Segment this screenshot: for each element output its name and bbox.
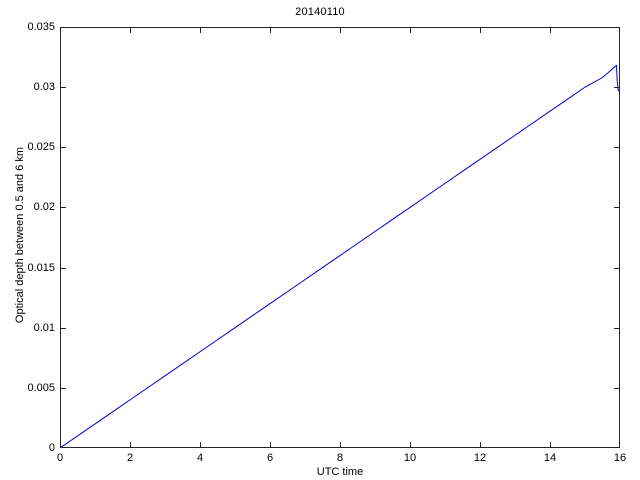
data-line-0 xyxy=(60,64,620,448)
chart-title: 20140110 xyxy=(295,6,345,18)
x-tick-label: 6 xyxy=(266,452,274,464)
y-tick-label: 0 xyxy=(48,442,55,454)
y-tick-label: 0.005 xyxy=(27,381,55,394)
y-axis-label: Optical depth between 0.5 and 6 km xyxy=(14,146,26,324)
plot-svg xyxy=(60,27,620,448)
x-axis-tick-labels: 0 2 4 6 8 10 12 14 16 xyxy=(56,452,626,468)
x-tick-label: 8 xyxy=(336,452,344,464)
y-tick-label: 0.01 xyxy=(33,321,55,334)
data-series-group xyxy=(60,64,620,448)
y-tick-label: 0.025 xyxy=(27,141,55,154)
x-tick-label: 4 xyxy=(196,452,204,464)
y-axis-tick-labels: 0 0.005 0.01 0.015 0.02 0.025 0.03 0.035 xyxy=(0,21,55,454)
x-axis-label: UTC time xyxy=(316,466,364,478)
y-tick-label: 0.015 xyxy=(27,261,55,274)
x-tick-label: 10 xyxy=(403,452,417,464)
x-tick-label: 0 xyxy=(56,452,64,464)
x-tick-label: 16 xyxy=(613,452,627,464)
y-tick-label: 0.03 xyxy=(33,81,55,94)
x-tick-label: 14 xyxy=(543,452,557,464)
plot-area xyxy=(60,27,620,448)
x-tick-label: 2 xyxy=(126,452,134,464)
plot-frame xyxy=(60,27,620,448)
y-tick-label: 0.035 xyxy=(27,21,55,33)
x-tick-label: 12 xyxy=(473,452,487,464)
y-tick-label: 0.02 xyxy=(33,201,55,214)
axis-ticks xyxy=(60,27,620,448)
